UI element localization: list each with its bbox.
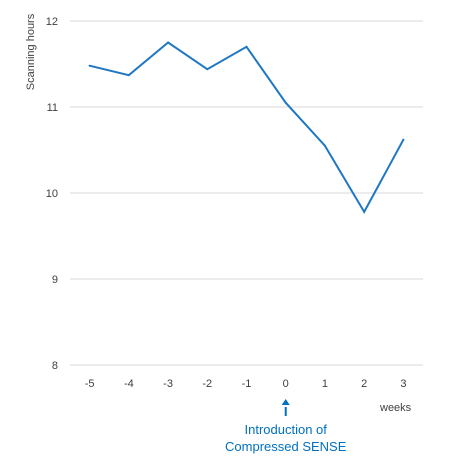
annotation-line-1: Introduction of [245, 422, 328, 437]
x-tick-label: 2 [361, 378, 367, 390]
x-tick-label: 1 [322, 378, 328, 390]
data-points [88, 41, 405, 213]
y-tick-label: 12 [46, 16, 58, 28]
data-point [206, 68, 209, 71]
data-point [284, 101, 287, 104]
data-point [88, 64, 91, 67]
y-tick-label: 10 [46, 188, 58, 200]
data-point [402, 138, 405, 141]
x-tick-label: -3 [163, 378, 173, 390]
y-tick-label: 11 [47, 102, 58, 114]
data-point [245, 45, 248, 48]
arrow-up-icon [281, 399, 290, 416]
annotation: Introduction of Compressed SENSE [225, 399, 347, 454]
y-tick-label: 9 [52, 274, 58, 286]
data-point [167, 41, 170, 44]
y-axis-title: Scanning hours [25, 13, 37, 90]
y-tick-labels: 8 9 10 11 12 [46, 16, 58, 372]
annotation-line-2: Compressed SENSE [225, 439, 347, 454]
data-point [323, 144, 326, 147]
x-axis-title: weeks [379, 402, 412, 414]
x-tick-label: -1 [242, 378, 252, 390]
series-lines [89, 41, 405, 214]
x-tick-label: -5 [85, 378, 95, 390]
x-tick-label: 0 [283, 378, 289, 390]
x-tick-labels: -5 -4 -3 -2 -1 0 1 2 3 [85, 378, 407, 390]
x-tick-label: -2 [202, 378, 212, 390]
x-tick-label: -4 [124, 378, 134, 390]
x-tick-label: 3 [400, 378, 406, 390]
gridlines [70, 20, 423, 366]
series-line [89, 41, 405, 214]
data-point [127, 74, 130, 77]
y-tick-label: 8 [52, 360, 58, 372]
data-point [363, 210, 366, 213]
